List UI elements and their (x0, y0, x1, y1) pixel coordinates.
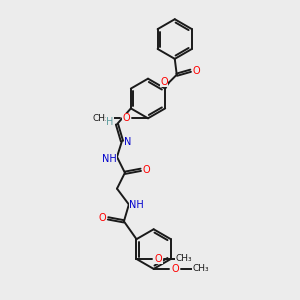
Text: O: O (122, 113, 130, 123)
Text: CH₃: CH₃ (92, 114, 109, 123)
Text: NH: NH (102, 154, 116, 164)
Text: O: O (154, 254, 162, 264)
Text: N: N (124, 137, 132, 147)
Text: NH: NH (129, 200, 144, 211)
Text: O: O (98, 213, 106, 224)
Text: O: O (172, 264, 179, 274)
Text: CH₃: CH₃ (176, 254, 192, 263)
Text: O: O (143, 165, 151, 175)
Text: H: H (106, 117, 114, 127)
Text: O: O (160, 76, 168, 87)
Text: CH₃: CH₃ (193, 264, 209, 273)
Text: O: O (193, 66, 200, 76)
